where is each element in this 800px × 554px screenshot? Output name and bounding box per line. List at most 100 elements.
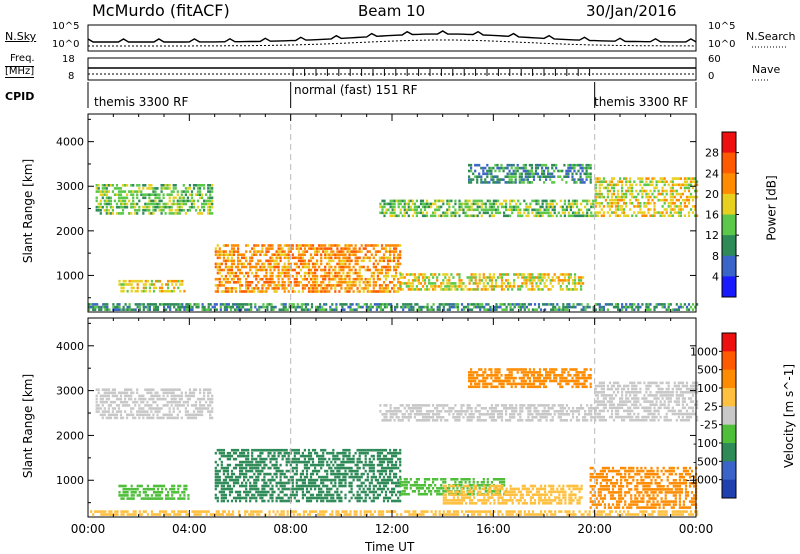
power-data-cell [132,193,135,196]
power-data-cell [302,308,305,311]
velocity-data-cell [130,497,133,500]
power-data-cell [386,290,390,293]
power-data-cell [643,214,646,217]
velocity-data-cell [354,469,357,473]
velocity-data-cell [126,416,129,420]
velocity-data-cell [285,457,288,461]
power-data-cell [168,193,171,196]
velocity-data-cell [209,388,212,391]
power-data-cell [348,256,351,260]
power-data-cell [462,282,465,285]
power-data-cell [273,287,276,290]
velocity-data-cell [170,416,173,420]
velocity-data-cell [163,484,166,488]
power-data-cell [651,183,654,187]
power-data-cell [535,276,538,279]
power-data-cell [505,273,508,276]
power-data-cell [507,279,510,282]
power-data-cell [281,250,284,253]
power-data-cell [547,273,550,276]
velocity-data-cell [168,391,171,395]
power-data-cell [645,305,648,309]
velocity-data-cell [309,496,313,500]
power-data-cell [669,186,672,190]
power-data-cell [476,282,479,285]
power-data-cell [637,192,640,196]
power-data-cell [281,247,284,250]
power-data-cell [95,209,98,212]
power-data-cell [207,190,210,193]
power-data-cell [218,262,221,266]
power-data-cell [299,274,302,278]
power-data-cell [415,288,418,291]
power-data-cell [608,208,612,211]
power-data-cell [138,305,141,309]
power-data-cell [558,305,561,309]
power-data-cell [281,265,284,269]
power-data-cell [222,244,225,247]
velocity-data-cell [305,484,309,488]
power-data-cell [397,287,400,290]
power-data-cell [293,256,296,260]
velocity-data-cell [232,466,236,470]
velocity-data-cell [423,492,427,496]
power-data-cell [281,268,284,272]
power-data-cell [224,250,227,253]
velocity-data-cell [207,397,210,401]
velocity-data-cell [405,487,408,490]
power-data-cell [476,205,479,209]
velocity-data-cell [303,493,306,497]
power-data-cell [494,199,498,203]
power-data-cell [594,198,597,202]
power-data-cell [249,259,252,263]
power-data-cell [165,308,168,311]
velocity-data-cell [158,394,161,398]
power-data-cell [205,193,208,196]
power-data-cell [573,282,577,285]
velocity-data-cell [107,416,110,420]
power-data-cell [425,214,429,218]
power-data-cell [547,175,550,178]
velocity-data-cell [316,463,319,467]
velocity-data-cell [376,469,379,473]
power-data-cell [354,253,357,256]
velocity-data-cell [156,394,159,398]
velocity-data-cell [326,490,329,494]
power-data-cell [170,205,173,209]
power-data-cell [361,305,364,309]
velocity-data-cell [401,484,404,487]
velocity-data-cell [251,466,254,470]
power-data-cell [539,273,542,276]
velocity-data-cell [140,497,143,500]
power-data-cell [508,178,511,181]
power-data-cell [663,198,666,202]
power-data-cell [277,284,280,287]
power-data-cell [170,190,173,193]
power-data-cell [523,303,526,306]
power-data-cell [218,265,221,269]
velocity-data-cell [305,490,309,494]
velocity-data-cell [360,481,363,485]
power-data-cell [568,305,571,309]
power-data-cell [679,305,682,309]
power-data-cell [184,199,187,203]
power-data-cell [281,284,284,287]
velocity-data-cell [253,484,256,488]
velocity-data-cell [142,400,145,404]
power-data-cell [228,259,232,263]
power-data-cell [669,214,672,217]
power-data-cell [391,250,394,253]
power-data-cell [415,285,418,288]
power-data-cell [96,305,99,309]
velocity-data-cell [370,478,373,482]
power-data-cell [434,202,437,206]
power-data-cell [138,308,141,311]
power-data-cell [178,196,181,200]
power-data-cell [211,187,214,190]
power-data-cell [490,202,493,206]
power-data-cell [423,279,427,282]
velocity-data-cell [281,490,284,494]
velocity-data-cell [216,478,219,482]
power-data-cell [316,253,319,256]
power-data-cell [166,184,169,187]
